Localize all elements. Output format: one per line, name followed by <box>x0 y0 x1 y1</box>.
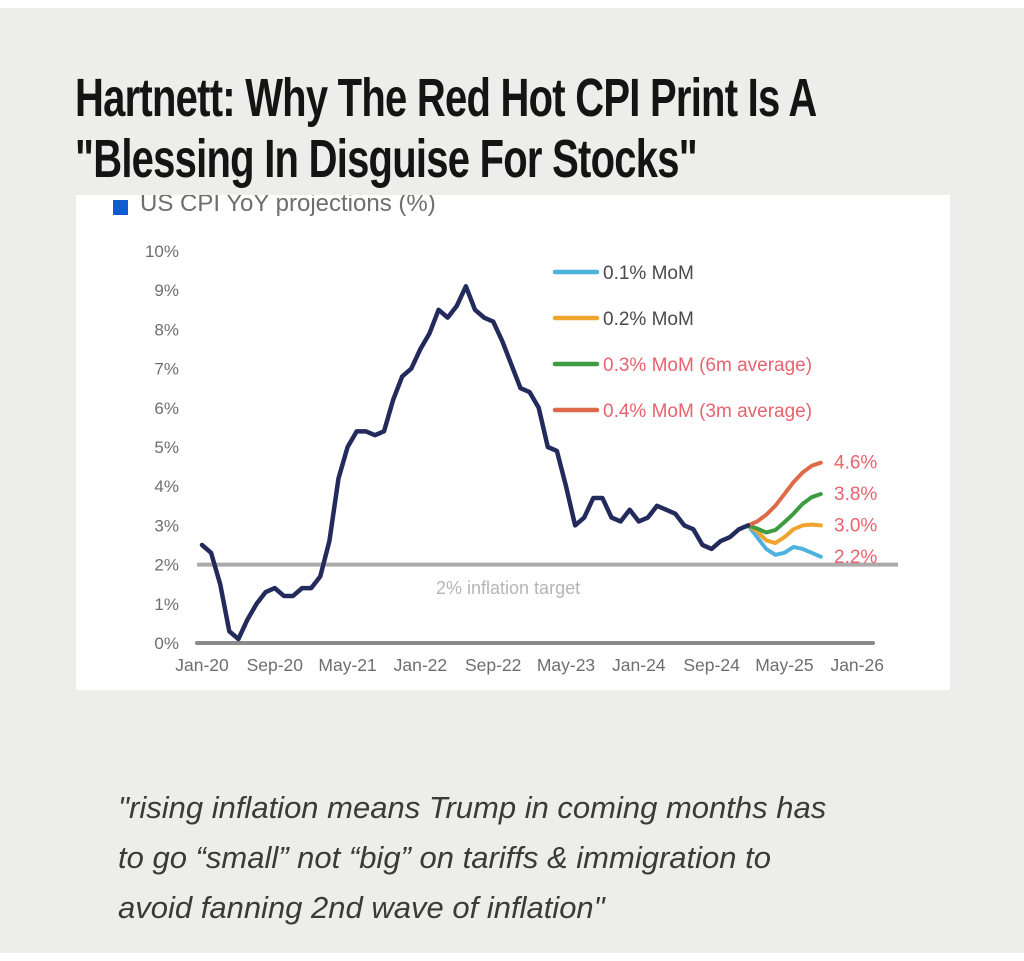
quote-text: "rising inflation means Trump in coming … <box>118 783 988 933</box>
projection-line <box>746 523 823 559</box>
projection-line <box>746 492 823 535</box>
x-tick-label: May-21 <box>318 655 376 675</box>
projection-end-label: 4.6% <box>834 453 877 474</box>
projection-line <box>746 522 823 546</box>
x-tick-label: Jan-20 <box>175 655 229 675</box>
y-tick-label: 1% <box>154 595 179 614</box>
y-tick-label: 4% <box>154 477 179 496</box>
projection-end-label: 3.0% <box>834 515 877 536</box>
x-tick-label: Sep-20 <box>247 655 304 675</box>
y-tick-label: 6% <box>154 399 179 418</box>
x-tick-label: May-25 <box>755 655 813 675</box>
x-tick-label: Jan-24 <box>612 655 666 675</box>
y-tick-label: 9% <box>154 281 179 300</box>
chart-title-marker <box>113 200 128 215</box>
y-tick-label: 8% <box>154 320 179 339</box>
cpi-chart-svg: 2% inflation target 0% 1% 2% 3% 4% 5% 6% 7% 8% 9% 1… <box>113 195 898 675</box>
quote-line2: to go “small” not “big” on tariffs & imm… <box>118 840 771 875</box>
article-title: Hartnett: Why The Red Hot CPI Print Is A… <box>75 68 889 190</box>
y-tick-label: 3% <box>154 516 179 535</box>
legend-label: 0.3% MoM (6m average) <box>603 355 812 376</box>
projection-line <box>746 460 823 528</box>
projection-end-label: 2.2% <box>834 547 877 568</box>
cpi-actual-line <box>199 284 751 642</box>
y-tick-label: 10% <box>145 242 179 261</box>
legend-label: 0.2% MoM <box>603 309 694 330</box>
x-tick-label: May-23 <box>537 655 595 675</box>
quote-line3: avoid fanning 2nd wave of inflation" <box>118 890 605 925</box>
legend-label: 0.1% MoM <box>603 263 694 284</box>
inflation-target-label: 2% inflation target <box>436 578 580 598</box>
x-tick-label: Jan-26 <box>830 655 884 675</box>
projection-end-label: 3.8% <box>834 484 877 505</box>
x-tick-label: Sep-22 <box>465 655 521 675</box>
y-tick-label: 5% <box>154 438 179 457</box>
x-tick-label: Jan-22 <box>394 655 448 675</box>
y-tick-label: 7% <box>154 360 179 379</box>
y-tick-label: 2% <box>154 556 179 575</box>
x-tick-label: Sep-24 <box>683 655 740 675</box>
quote-line1: "rising inflation means Trump in coming … <box>118 790 827 825</box>
chart-title: US CPI YoY projections (%) <box>140 195 436 217</box>
cpi-chart-panel: 2% inflation target 0% 1% 2% 3% 4% 5% 6% 7% 8% 9% 1… <box>76 195 950 690</box>
article-title-line2: "Blessing In Disguise For Stocks" <box>75 129 698 190</box>
legend-label: 0.4% MoM (3m average) <box>603 401 812 422</box>
article-title-line1: Hartnett: Why The Red Hot CPI Print Is A <box>75 68 817 129</box>
y-tick-label: 0% <box>154 634 179 653</box>
